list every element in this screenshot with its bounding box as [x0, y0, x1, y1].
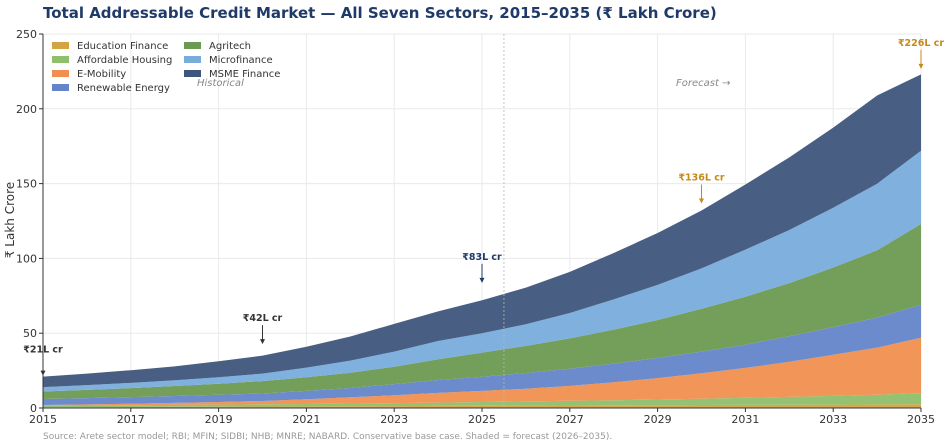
area-renewable-energy [43, 304, 921, 405]
area-msme-finance [43, 74, 921, 388]
area-agritech [43, 224, 921, 399]
legend-label-agritech: Agritech [209, 41, 251, 52]
historical-label: Historical [197, 78, 244, 89]
y-tick-label-200: 200 [16, 103, 37, 116]
y-tick-label-250: 250 [16, 28, 37, 41]
x-tick-label-2023: 2023 [380, 413, 408, 426]
legend: Education Finance Affordable Housing E-Mob… [52, 41, 280, 94]
legend-label-education-finance: Education Finance [77, 41, 168, 52]
legend-label-microfinance: Microfinance [209, 55, 273, 66]
chart-title: Total Addressable Credit Market — All Se… [43, 4, 717, 22]
x-tick-label-2031: 2031 [731, 413, 759, 426]
phase-labels: Historical Forecast → [197, 78, 730, 89]
legend-label-renewable-energy: Renewable Energy [77, 83, 170, 94]
x-tick-label-2015: 2015 [29, 413, 57, 426]
legend-swatch-e-mobility [52, 70, 69, 77]
annotation-1-label: ₹21L cr [23, 345, 63, 356]
annotation-2-arrow-head [260, 339, 265, 345]
annotation-3-label: ₹83L cr [462, 252, 502, 263]
legend-label-msme-finance: MSME Finance [209, 69, 280, 80]
x-tick-label-2017: 2017 [117, 413, 145, 426]
area-education-finance [43, 404, 921, 408]
stacked-areas [43, 34, 921, 408]
area-microfinance [43, 150, 921, 392]
annotation-2-label: ₹42L cr [243, 313, 283, 324]
x-tick-label-2021: 2021 [292, 413, 320, 426]
legend-swatch-affordable-housing [52, 56, 69, 63]
x-tick-label-2025: 2025 [468, 413, 496, 426]
annotation-4-label: ₹136L cr [678, 173, 724, 184]
forecast-label: Forecast → [676, 78, 730, 89]
axes: 2015 2017 2019 2021 2023 2025 2027 2029 2031 2033… [16, 28, 935, 426]
x-tick-label-2035: 2035 [907, 413, 935, 426]
legend-swatch-microfinance [184, 56, 201, 63]
x-tick-label-2027: 2027 [556, 413, 584, 426]
legend-swatch-education-finance [52, 42, 69, 49]
annotation-5-arrow-head [918, 63, 924, 69]
legend-swatch-agritech [184, 42, 201, 49]
y-tick-label-50: 50 [23, 327, 37, 340]
annotation-4-arrow-head [699, 198, 704, 204]
y-tick-label-150: 150 [16, 178, 37, 191]
x-tick-label-2033: 2033 [819, 413, 847, 426]
annotations: ₹21L cr ₹42L cr ₹83L cr ₹136L cr ₹226L cr [23, 38, 944, 376]
area-affordable-housing [43, 393, 921, 408]
legend-swatch-renewable-energy [52, 84, 69, 91]
x-tick-label-2019: 2019 [205, 413, 233, 426]
legend-label-e-mobility: E-Mobility [77, 69, 126, 80]
y-tick-label-0: 0 [30, 402, 37, 415]
annotation-1-arrow-head [40, 370, 46, 376]
legend-label-affordable-housing: Affordable Housing [77, 55, 172, 66]
source-note: Source: Arete sector model; RBI; MFIN; S… [43, 432, 612, 442]
y-tick-label-100: 100 [16, 252, 37, 265]
legend-swatch-msme-finance [184, 70, 201, 77]
y-axis-label: ₹ Lakh Crore [3, 182, 17, 258]
area-e-mobility [43, 337, 921, 406]
x-tick-label-2029: 2029 [644, 413, 672, 426]
annotation-3-arrow-head [479, 277, 485, 283]
annotation-5-label: ₹226L cr [898, 38, 944, 49]
